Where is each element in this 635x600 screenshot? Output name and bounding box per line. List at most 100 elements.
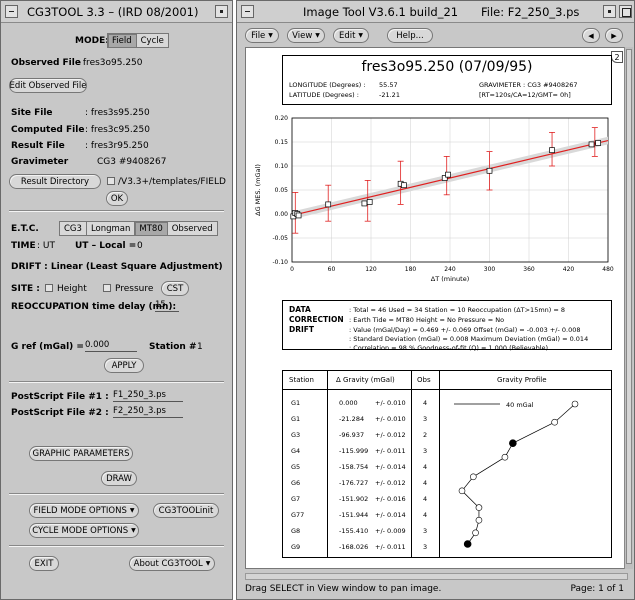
image-tool-title: Image Tool V3.6.1 build_21 [303,4,459,19]
image-tool-window: Image Tool V3.6.1 build_21 File: F2_250_… [236,0,635,600]
obs-cell: 4 [423,463,428,471]
drift-line-1: : Value (mGal/Day) = 0.469 +/- 0.069 Off… [349,326,581,334]
cg3toolinit-button[interactable]: CG3TOOLinit [153,503,219,518]
field-mode-options-button[interactable]: FIELD MODE OPTIONS ▼ [29,503,139,518]
postscript-2-input[interactable]: F2_250_3.ps [113,406,183,418]
image-view[interactable]: 2 fres3o95.250 (07/09/95) LONGITUDE (Deg… [245,47,628,569]
help-button[interactable]: Help... [387,28,433,43]
draw-button[interactable]: DRAW [101,471,137,486]
obs-cell: 3 [423,447,428,455]
y-tick-label: -0.10 [272,259,288,266]
window-menu-icon[interactable] [5,5,18,18]
postscript-2-label: PostScript File #2 : [11,408,109,418]
plus-minus: +/- [375,431,385,439]
section-divider [9,545,224,547]
x-tick-label: 420 [563,266,575,273]
ut-local-value: 0 [137,241,143,251]
about-label: About CG3TOOL [133,558,203,569]
station-cell: G9 [291,543,301,551]
about-cg3tool-button[interactable]: About CG3TOOL ▼ [129,556,215,571]
station-value[interactable]: 1 [197,342,203,352]
site-label: SITE : [11,284,40,294]
postscript-1-input[interactable]: F1_250_3.ps [113,390,183,402]
gravity-cell: -151.944 [339,511,369,519]
gravity-cell: 0.000 [339,399,358,407]
mode-selector[interactable]: Field Cycle [107,33,169,48]
result-file-value: : fres3r95.250 [85,141,149,151]
etc-selector[interactable]: CG3 Longman MT80 Observed [59,221,218,236]
error-cell: 0.011 [387,543,406,551]
gravity-cell: -115.999 [339,447,369,455]
header-station: Station [289,376,314,384]
cg3tool-window: CG3TOOL 3.3 – (IRD 08/2001) MODE: Field … [0,0,233,600]
minimize-icon[interactable] [215,5,228,18]
reoccupation-label: REOCCUPATION time delay (mn): [11,302,177,312]
header-obs: Obs [417,376,431,384]
mode-option-field[interactable]: Field [108,34,137,47]
etc-option-mt80[interactable]: MT80 [135,222,168,235]
apply-button[interactable]: APPLY [104,358,144,373]
horizontal-scrollbar[interactable] [245,573,628,580]
station-cell: G8 [291,527,301,535]
directory-toggle[interactable] [107,177,115,185]
exit-button[interactable]: EXIT [29,556,59,571]
previous-page-button[interactable]: ◀ [582,28,600,43]
station-cell: G7 [291,495,301,503]
data-point [361,200,368,207]
obs-cell: 4 [423,479,428,487]
result-directory-button[interactable]: Result Directory [9,174,101,189]
drift-chart: 0 60 120 180 240 300 360 420 480 -0.10 -0.05 0.00 0.… [254,115,614,283]
pressure-checkbox[interactable] [103,284,111,292]
reoccupation-input[interactable]: 15 [155,300,179,312]
profile-node [475,516,483,524]
height-checkbox[interactable] [45,284,53,292]
scroll-thumb[interactable] [626,49,632,564]
ok-button[interactable]: OK [106,191,128,206]
gravity-cell: -158.754 [339,463,369,471]
time-value: : UT [37,241,55,251]
maximize-icon[interactable] [619,5,632,18]
params-text: [RT=120s/CA=12/GMT= 0h] [479,91,571,99]
minimize-icon[interactable] [603,5,616,18]
latitude-label: LATITUDE (Degrees) : [289,91,359,99]
height-label: Height [57,284,87,294]
data-point [588,141,595,148]
cycle-mode-options-button[interactable]: CYCLE MODE OPTIONS ▼ [29,523,139,538]
gravity-cell: -96.937 [339,431,365,439]
vertical-scrollbar[interactable] [624,47,633,569]
fit-line [291,139,609,217]
etc-option-observed[interactable]: Observed [167,222,217,235]
section-divider [9,210,224,212]
status-bar: Drag SELECT in View window to pan image.… [237,569,634,599]
gravity-cell: -21.284 [339,415,365,423]
file-title: File: F2_250_3.ps [481,4,580,19]
view-menu[interactable]: View ▼ [287,28,325,43]
next-page-button[interactable]: ▶ [605,28,623,43]
etc-option-cg3[interactable]: CG3 [60,222,87,235]
profile-node [571,400,579,408]
data-point [295,212,302,219]
plus-minus: +/- [375,479,385,487]
header-profile: Gravity Profile [497,376,547,384]
obs-cell: 4 [423,495,428,503]
edit-observed-file-button[interactable]: Edit Observed File [9,78,87,93]
longitude-value: 55.57 [379,81,398,89]
window-menu-icon[interactable] [241,5,254,18]
profile-node [463,540,472,548]
obs-cell: 2 [423,431,428,439]
graphic-parameters-button[interactable]: GRAPHIC PARAMETERS [29,446,133,461]
cst-button[interactable]: CST [161,281,189,296]
mode-option-cycle[interactable]: Cycle [136,34,168,47]
table-divider [283,389,611,390]
etc-option-longman[interactable]: Longman [86,222,136,235]
gref-input[interactable]: 0.000 [85,340,137,352]
edit-menu[interactable]: Edit ▼ [333,28,369,43]
error-cell: 0.011 [387,447,406,455]
x-tick-label: 180 [405,266,417,273]
station-table: Station Δ Gravity (mGal) Obs Gravity Pro… [282,370,612,558]
station-cell: G5 [291,463,301,471]
view-menu-label: View [292,30,313,41]
station-cell: G77 [291,511,305,519]
cg3tool-titlebar: CG3TOOL 3.3 – (IRD 08/2001) [1,1,232,23]
file-menu[interactable]: File ▼ [245,28,279,43]
